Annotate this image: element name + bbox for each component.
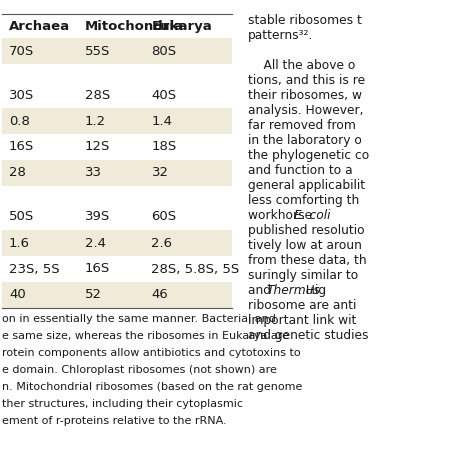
Text: in the laboratory o: in the laboratory o — [248, 134, 362, 147]
Text: tively low at aroun: tively low at aroun — [248, 239, 362, 252]
Text: Eukarya: Eukarya — [152, 19, 212, 33]
Bar — [2, 160, 232, 186]
Bar — [2, 186, 232, 204]
Bar — [2, 256, 232, 282]
Text: e domain. Chloroplast ribosomes (not shown) are: e domain. Chloroplast ribosomes (not sho… — [2, 365, 277, 375]
Text: published resolutio: published resolutio — [248, 224, 365, 237]
Text: suringly similar to: suringly similar to — [248, 269, 358, 282]
Text: 70S: 70S — [9, 45, 34, 57]
Text: 18S: 18S — [152, 140, 177, 154]
Text: e same size, whereas the ribosomes in Eukarya are: e same size, whereas the ribosomes in Eu… — [2, 331, 289, 341]
Text: 33: 33 — [85, 166, 102, 180]
Text: 12S: 12S — [85, 140, 110, 154]
Text: ribosome are anti: ribosome are anti — [248, 299, 356, 312]
Text: 80S: 80S — [152, 45, 177, 57]
Text: patterns³².: patterns³². — [248, 29, 313, 42]
Text: 32: 32 — [152, 166, 168, 180]
Text: 28: 28 — [9, 166, 26, 180]
Text: stable ribosomes t: stable ribosomes t — [248, 14, 362, 27]
Text: far removed from: far removed from — [248, 119, 356, 132]
Text: 16S: 16S — [9, 140, 34, 154]
Text: 60S: 60S — [152, 210, 177, 224]
Text: tions, and this is re: tions, and this is re — [248, 74, 365, 87]
Text: . Hig: . Hig — [298, 284, 327, 297]
Bar — [2, 38, 232, 64]
Text: ement of r-proteins relative to the rRNA.: ement of r-proteins relative to the rRNA… — [2, 416, 227, 426]
Bar — [2, 204, 232, 230]
Text: on in essentially the same manner. Bacterial and: on in essentially the same manner. Bacte… — [2, 314, 276, 324]
Text: less comforting th: less comforting th — [248, 194, 359, 207]
Text: 1.6: 1.6 — [9, 237, 30, 249]
Text: E. coli: E. coli — [294, 209, 330, 222]
Text: from these data, th: from these data, th — [248, 254, 366, 267]
Text: Archaea: Archaea — [9, 19, 70, 33]
Text: 2.6: 2.6 — [152, 237, 173, 249]
Text: and: and — [248, 284, 275, 297]
Bar — [2, 64, 232, 82]
Bar — [2, 230, 232, 256]
Bar — [2, 134, 232, 160]
Text: 28S: 28S — [85, 89, 110, 101]
Text: 55S: 55S — [85, 45, 110, 57]
Text: general applicabilit: general applicabilit — [248, 179, 365, 192]
Text: Thermus: Thermus — [266, 284, 320, 297]
Text: All the above o: All the above o — [248, 59, 356, 72]
Text: workhorse: workhorse — [248, 209, 316, 222]
Text: 1.4: 1.4 — [152, 115, 173, 128]
Text: Mitochondria: Mitochondria — [85, 19, 184, 33]
Bar — [2, 108, 232, 134]
Text: and genetic studies: and genetic studies — [248, 329, 368, 342]
Text: 23S, 5S: 23S, 5S — [9, 263, 60, 275]
Text: 52: 52 — [85, 289, 102, 301]
Text: 2.4: 2.4 — [85, 237, 106, 249]
Text: 40: 40 — [9, 289, 26, 301]
Text: important link wit: important link wit — [248, 314, 356, 327]
Text: and function to a: and function to a — [248, 164, 356, 177]
Text: 1.2: 1.2 — [85, 115, 106, 128]
Text: 50S: 50S — [9, 210, 34, 224]
Bar — [2, 82, 232, 108]
Text: 28S, 5.8S, 5S: 28S, 5.8S, 5S — [152, 263, 240, 275]
Text: the phylogenetic co: the phylogenetic co — [248, 149, 369, 162]
Text: 0.8: 0.8 — [9, 115, 30, 128]
Bar — [2, 14, 232, 38]
Text: rotein components allow antibiotics and cytotoxins to: rotein components allow antibiotics and … — [2, 348, 301, 358]
Text: 40S: 40S — [152, 89, 177, 101]
Text: 30S: 30S — [9, 89, 34, 101]
Text: their ribosomes, w: their ribosomes, w — [248, 89, 362, 102]
Bar — [2, 282, 232, 308]
Text: 16S: 16S — [85, 263, 110, 275]
Text: ther structures, including their cytoplasmic: ther structures, including their cytopla… — [2, 399, 243, 409]
Text: 39S: 39S — [85, 210, 110, 224]
Text: n. Mitochondrial ribosomes (based on the rat genome: n. Mitochondrial ribosomes (based on the… — [2, 382, 302, 392]
Text: 46: 46 — [152, 289, 168, 301]
Text: analysis. However,: analysis. However, — [248, 104, 364, 117]
